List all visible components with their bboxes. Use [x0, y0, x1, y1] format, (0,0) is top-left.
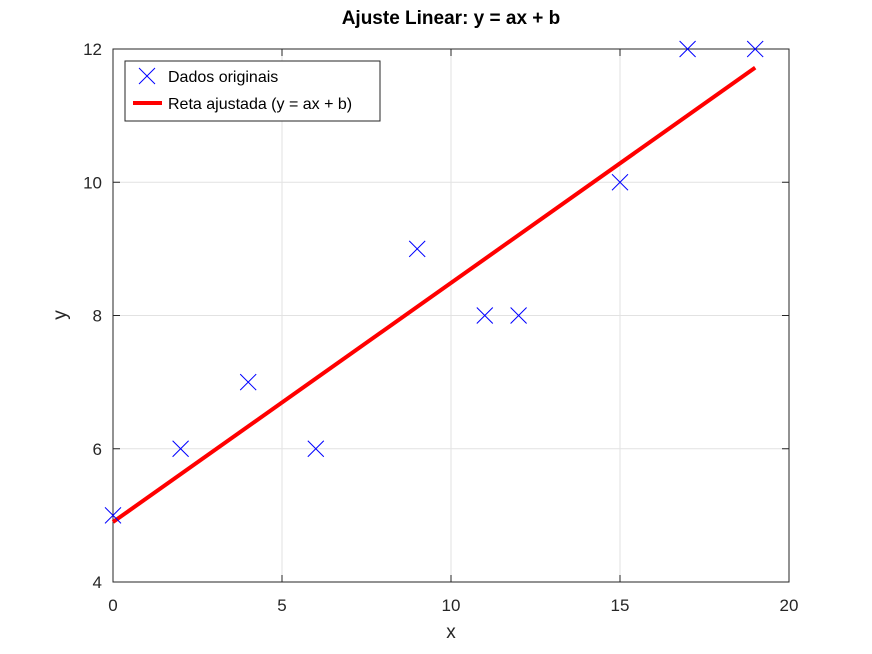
- fit-line: [111, 66, 757, 524]
- marker-stroke: [307, 440, 325, 458]
- series-layer: [104, 40, 764, 524]
- marker-stroke: [611, 173, 629, 191]
- data-point: [611, 173, 629, 191]
- axis-ticks: 0 5 10 15 20 4 6 8 10 12: [83, 40, 798, 615]
- legend-label-fit: Reta ajustada (y = ax + b): [168, 96, 352, 113]
- data-point: [307, 440, 325, 458]
- marker-stroke: [476, 307, 494, 324]
- legend-marker-x: [138, 67, 156, 85]
- data-point: [408, 240, 426, 258]
- legend-box: [124, 60, 381, 122]
- y-axis-label: y: [50, 310, 71, 320]
- data-point: [104, 507, 122, 524]
- y-tick-label: 6: [93, 440, 102, 459]
- x-tick-label: 20: [780, 596, 799, 615]
- x-tick-label: 10: [442, 596, 461, 615]
- data-point: [476, 307, 494, 324]
- x-tick-label: 0: [108, 596, 117, 615]
- x-tick-label: 5: [277, 596, 286, 615]
- y-tick-label: 8: [93, 307, 102, 326]
- marker-stroke: [679, 40, 696, 58]
- chart-title: Ajuste Linear: y = ax + b: [342, 8, 561, 29]
- marker-stroke: [138, 67, 156, 85]
- data-point: [679, 40, 696, 58]
- x-tick-label: 15: [611, 596, 630, 615]
- data-point: [172, 440, 189, 458]
- marker-stroke: [104, 507, 122, 524]
- x-axis-label: x: [446, 622, 456, 643]
- y-tick-label: 12: [83, 40, 102, 59]
- marker-stroke: [172, 440, 189, 458]
- data-point: [239, 373, 257, 391]
- y-tick-label: 10: [83, 173, 102, 192]
- marker-stroke: [239, 373, 257, 391]
- marker-stroke: [408, 240, 426, 258]
- legend-marker-scatter: [138, 67, 156, 85]
- marker-stroke: [746, 40, 764, 58]
- data-point: [746, 40, 764, 58]
- legend-label-data: Dados originais: [168, 69, 278, 86]
- y-tick-label: 4: [93, 573, 102, 592]
- legend: Dados originais Reta ajustada (y = ax + …: [124, 60, 381, 122]
- data-point: [510, 307, 527, 324]
- marker-stroke: [510, 307, 527, 324]
